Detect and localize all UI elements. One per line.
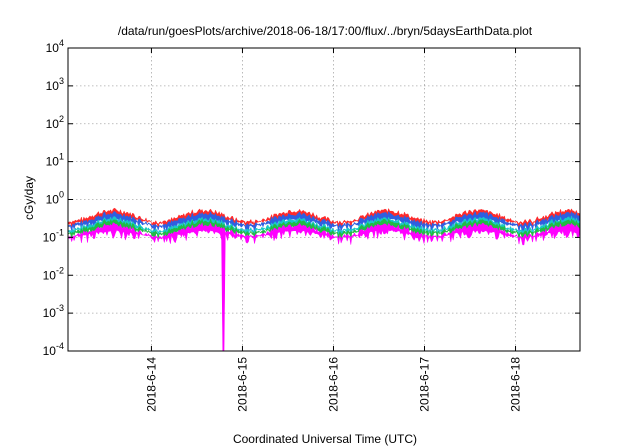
y-tick-base: 10 [46, 41, 60, 55]
y-tick-exponent: -3 [56, 303, 64, 313]
y-tick-exponent: -2 [56, 265, 64, 275]
x-axis: 2018-6-14 2018-6-15 2018-6-16 2018-6-17 2018… [144, 48, 523, 412]
y-tick-base: 10 [43, 344, 57, 358]
x-tick-label: 2018-6-16 [326, 357, 340, 412]
y-tick-base: 10 [46, 117, 60, 131]
y-tick-exponent: 4 [59, 38, 64, 48]
y-tick-label: 103 [46, 76, 64, 93]
y-tick-exponent: 2 [59, 114, 64, 124]
y-tick-exponent: -4 [56, 341, 64, 351]
y-tick-label: 104 [46, 38, 64, 55]
y-tick-base: 10 [46, 79, 60, 93]
y-tick-base: 10 [46, 193, 60, 207]
y-tick-exponent: -1 [56, 227, 64, 237]
y-tick-label: 102 [46, 114, 64, 131]
x-tick-label: 2018-6-18 [509, 357, 523, 412]
y-tick-label: 100 [46, 190, 64, 207]
y-axis-label: cGy/day [22, 176, 36, 220]
y-tick-base: 10 [43, 306, 57, 320]
y-tick-label: 10-4 [43, 341, 64, 358]
x-tick-label: 2018-6-15 [235, 357, 249, 412]
y-tick-exponent: 0 [59, 190, 64, 200]
y-tick-label: 10-1 [43, 227, 64, 244]
y-tick-label: 10-3 [43, 303, 64, 320]
y-tick-label: 101 [46, 152, 64, 169]
y-tick-base: 10 [46, 155, 60, 169]
series-group [67, 207, 581, 352]
y-tick-exponent: 3 [59, 76, 64, 86]
y-tick-base: 10 [43, 268, 57, 282]
series-band-5 [67, 222, 581, 352]
x-tick-label: 2018-6-14 [144, 357, 158, 412]
y-tick-label: 10-2 [43, 265, 64, 282]
y-tick-base: 10 [43, 230, 57, 244]
chart-title: /data/run/goesPlots/archive/2018-06-18/1… [118, 24, 533, 38]
y-tick-exponent: 1 [59, 152, 64, 162]
grid [68, 48, 580, 351]
x-axis-label: Coordinated Universal Time (UTC) [233, 432, 417, 446]
x-tick-label: 2018-6-17 [418, 357, 432, 412]
